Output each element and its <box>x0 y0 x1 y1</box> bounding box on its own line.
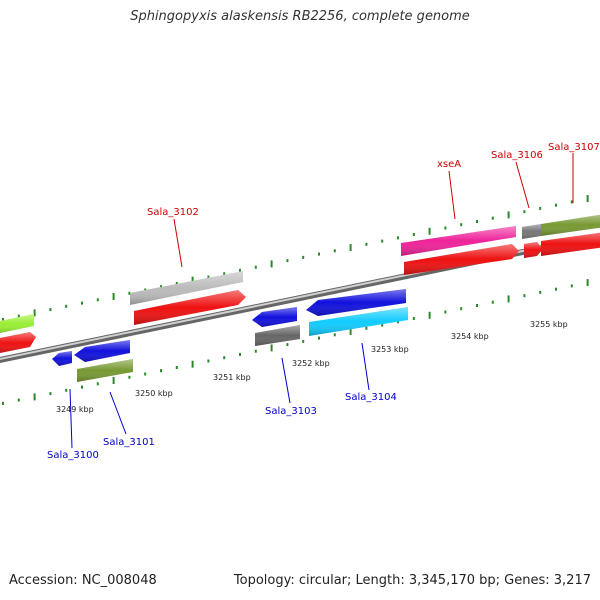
gene-label-sala-3103[interactable]: Sala_3103 <box>265 406 317 417</box>
gene-label-sala-3101[interactable]: Sala_3101 <box>103 437 155 448</box>
gene-label-sala-3104[interactable]: Sala_3104 <box>345 392 397 403</box>
gene-sala-3106-gray[interactable] <box>522 224 541 239</box>
gene-sala-3101-olive[interactable] <box>77 359 133 382</box>
forward-gene-labels: Sala_3102 xseA Sala_3106 Sala_3107 <box>147 142 600 268</box>
scale-label: 3251 kbp <box>213 373 251 382</box>
gene-sala-3102-red[interactable] <box>134 290 246 325</box>
gene-label-xsea[interactable]: xseA <box>437 159 461 170</box>
gene-sala-3104-cyan[interactable] <box>309 307 408 336</box>
gene-sala-3107-olive[interactable] <box>541 214 600 236</box>
reverse-gene-labels: Sala_3100 Sala_3101 Sala_3103 Sala_3104 <box>47 342 397 461</box>
gene-sala-3103-gray[interactable] <box>255 325 300 346</box>
gene-label-sala-3107[interactable]: Sala_3107 <box>548 142 600 153</box>
scale-labels: 3249 kbp 3250 kbp 3251 kbp 3252 kbp 3253… <box>56 320 568 414</box>
scale-label: 3252 kbp <box>292 359 330 368</box>
gene-sala-3107-red[interactable] <box>541 232 600 256</box>
gene-edge-red-left[interactable] <box>0 332 36 354</box>
gene-sala-3106-red[interactable] <box>524 242 543 258</box>
gene-edge-green-left[interactable] <box>0 314 34 334</box>
gene-label-sala-3102[interactable]: Sala_3102 <box>147 207 199 218</box>
scale-label: 3255 kbp <box>530 320 568 329</box>
lower-tick-track <box>2 279 589 405</box>
gene-sala-3104-blue[interactable] <box>306 289 406 316</box>
gene-label-sala-3100[interactable]: Sala_3100 <box>47 450 99 461</box>
accession-text: Accession: NC_008048 <box>9 573 157 588</box>
gene-xsea-pink[interactable] <box>401 226 516 256</box>
scale-label: 3254 kbp <box>451 332 489 341</box>
scale-label: 3253 kbp <box>371 345 409 354</box>
genome-stats-text: Topology: circular; Length: 3,345,170 bp… <box>233 573 591 588</box>
gene-sala-3103-blue[interactable] <box>252 307 297 327</box>
upper-tick-track <box>2 195 589 321</box>
scale-label: 3250 kbp <box>135 389 173 398</box>
gene-sala-3100-blue[interactable] <box>52 351 72 366</box>
gene-xsea-red[interactable] <box>404 244 519 275</box>
gene-sala-3102-gray[interactable] <box>130 271 243 305</box>
gene-sala-3101-blue[interactable] <box>74 340 130 362</box>
gene-label-sala-3106[interactable]: Sala_3106 <box>491 150 543 161</box>
map-title: Sphingopyxis alaskensis RB2256, complete… <box>130 9 470 24</box>
scale-label: 3249 kbp <box>56 405 94 414</box>
